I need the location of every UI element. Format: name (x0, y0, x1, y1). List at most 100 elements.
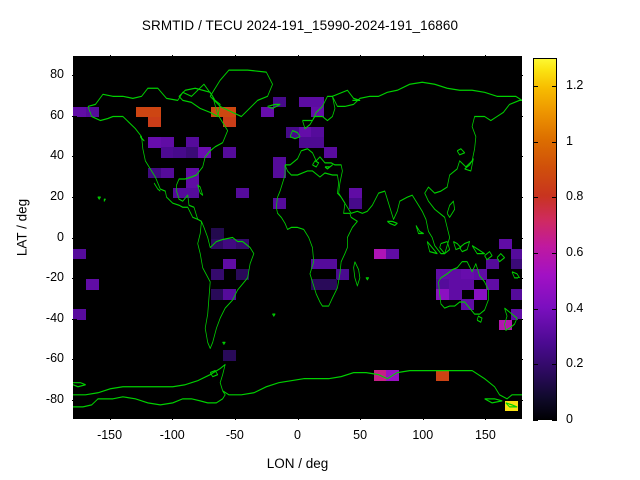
y-axis-tick-label: 20 (50, 188, 64, 203)
x-axis-tick (172, 55, 174, 60)
heatmap-cell (298, 96, 312, 108)
heatmap-cell (73, 106, 87, 118)
x-axis-tick (109, 55, 111, 60)
heatmap-cell (473, 289, 487, 300)
heatmap-cell (436, 279, 450, 290)
y-axis-tick (72, 318, 77, 320)
colorbar-tick (533, 141, 538, 143)
y-axis-tick (518, 399, 523, 401)
heatmap-cell (260, 106, 274, 118)
colorbar-tick (552, 141, 557, 143)
heatmap-cell (273, 197, 287, 209)
heatmap-cell (436, 289, 450, 300)
x-axis-tick (297, 55, 299, 60)
y-axis-tick (518, 75, 523, 77)
map-plot-area (72, 55, 523, 420)
heatmap-cell (348, 197, 362, 209)
colorbar-tick (533, 364, 538, 366)
heatmap-cell (223, 106, 237, 118)
heatmap-cells-layer (73, 56, 522, 419)
heatmap-cell (511, 289, 522, 300)
heatmap-cell (210, 228, 224, 239)
heatmap-cell (210, 268, 224, 280)
y-axis-tick (72, 156, 77, 158)
heatmap-cell (323, 279, 337, 290)
heatmap-cell (498, 238, 512, 250)
heatmap-cell (235, 238, 249, 250)
heatmap-cell (273, 96, 287, 108)
y-axis-tick (518, 156, 523, 158)
colorbar-tick (552, 252, 557, 254)
heatmap-cell (85, 279, 99, 290)
heatmap-cell (511, 309, 522, 321)
heatmap-cell (148, 137, 162, 148)
heatmap-cell (473, 268, 487, 280)
heatmap-cell (73, 309, 87, 321)
heatmap-cell (273, 167, 287, 179)
heatmap-cell (486, 279, 500, 290)
heatmap-cell (148, 167, 162, 179)
heatmap-cell (323, 258, 337, 270)
x-axis-tick (109, 415, 111, 420)
heatmap-cell (235, 268, 249, 280)
colorbar-tick-label: 1.2 (566, 77, 584, 92)
heatmap-cell (323, 147, 337, 158)
x-axis-tick-label: -150 (97, 428, 123, 442)
heatmap-cell (173, 147, 187, 158)
colorbar-tick (552, 197, 557, 199)
colorbar-tick-label: 1 (566, 133, 573, 148)
heatmap-cell (486, 258, 500, 270)
colorbar-tick (533, 252, 538, 254)
heatmap-cell (185, 137, 199, 148)
x-axis-label: LON / deg (266, 456, 329, 471)
colorbar-tick-label: 0.2 (566, 356, 584, 371)
colorbar-tick-label: 0.8 (566, 189, 584, 204)
heatmap-cell (185, 167, 199, 179)
chart-title: SRMTID / TECU 2024-191_15990-2024-191_16… (141, 18, 459, 33)
heatmap-cell (273, 157, 287, 168)
heatmap-cell (160, 147, 174, 158)
heatmap-cell (210, 238, 224, 250)
x-axis-tick (422, 415, 424, 420)
heatmap-cell (223, 258, 237, 270)
colorbar-tick-label: 0 (566, 412, 573, 426)
x-axis-tick (234, 415, 236, 420)
y-axis-tick (72, 278, 77, 280)
heatmap-cell (223, 350, 237, 361)
heatmap-cell (298, 137, 312, 148)
y-axis-tick-label: 60 (50, 107, 64, 122)
heatmap-cell (373, 248, 387, 260)
heatmap-cell (311, 137, 325, 148)
y-axis-tick-label: -20 (45, 270, 64, 285)
heatmap-cell (210, 289, 224, 300)
heatmap-cell (173, 187, 187, 199)
colorbar-tick-label: 0.6 (566, 244, 584, 259)
colorbar-tick (552, 85, 557, 87)
heatmap-cell (185, 187, 199, 199)
heatmap-cell (386, 248, 400, 260)
x-axis-tick (234, 55, 236, 60)
y-axis-tick (518, 196, 523, 198)
heatmap-cell (311, 96, 325, 108)
y-axis-tick (72, 359, 77, 361)
heatmap-cell (448, 279, 462, 290)
heatmap-cell (498, 319, 512, 331)
heatmap-cell (461, 279, 475, 290)
heatmap-cell (505, 400, 519, 412)
heatmap-cell (148, 106, 162, 118)
x-axis-tick (422, 55, 424, 60)
heatmap-cell (448, 289, 462, 300)
colorbar (533, 58, 557, 420)
heatmap-cell (223, 238, 237, 250)
heatmap-cell (298, 126, 312, 138)
heatmap-cell (223, 147, 237, 158)
y-axis-tick (72, 399, 77, 401)
colorbar-tick (552, 364, 557, 366)
coastline-layer (73, 69, 522, 408)
heatmap-cell (311, 106, 325, 118)
colorbar-tick (552, 420, 557, 421)
heatmap-cell (160, 137, 174, 148)
y-axis-tick (72, 196, 77, 198)
y-axis-label: LAT / deg (14, 198, 30, 257)
